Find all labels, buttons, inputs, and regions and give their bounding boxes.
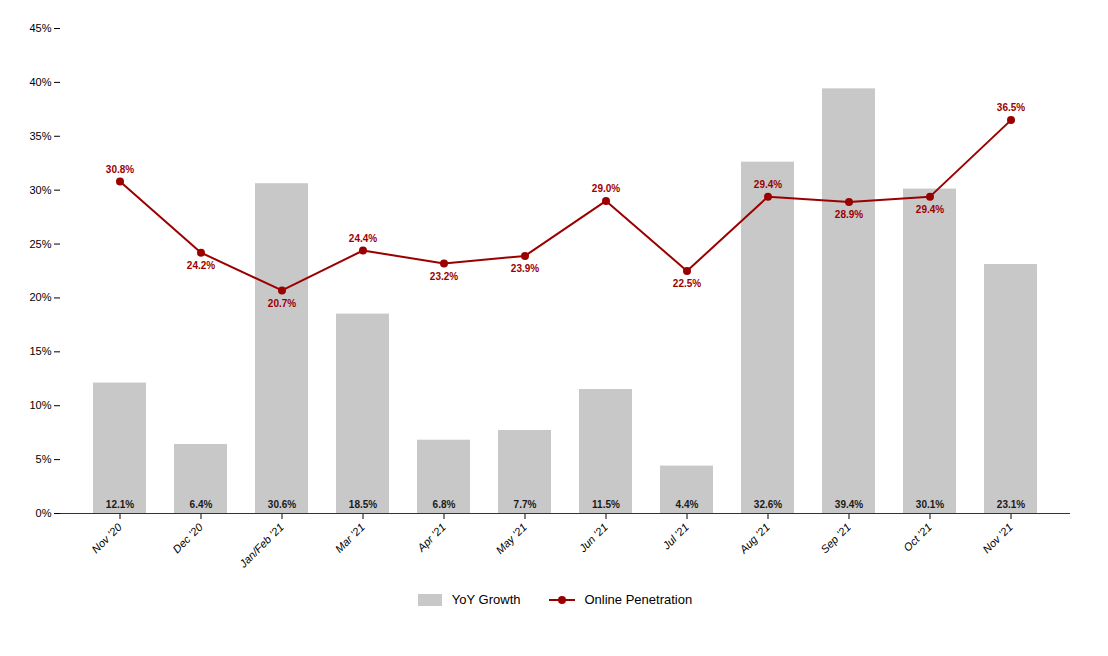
- svg-text:28.9%: 28.9%: [835, 209, 863, 220]
- svg-text:Dec '20: Dec '20: [170, 520, 205, 555]
- svg-text:10%: 10%: [29, 399, 51, 411]
- svg-text:Nov '20: Nov '20: [89, 520, 124, 555]
- svg-text:30.8%: 30.8%: [106, 164, 134, 175]
- svg-text:32.6%: 32.6%: [754, 499, 782, 510]
- svg-text:5%: 5%: [36, 453, 52, 465]
- svg-text:22.5%: 22.5%: [673, 278, 701, 289]
- html-text:Online Penetration: Online Penetration: [584, 592, 693, 607]
- svg-text:May '21: May '21: [493, 521, 528, 556]
- svg-text:Nov '21: Nov '21: [980, 521, 1015, 556]
- svg-text:30.6%: 30.6%: [268, 499, 296, 510]
- svg-text:29.4%: 29.4%: [916, 204, 944, 215]
- svg-text:Sep '21: Sep '21: [818, 521, 853, 556]
- svg-text:20.7%: 20.7%: [268, 298, 296, 309]
- svg-text:29.0%: 29.0%: [592, 183, 620, 194]
- svg-text:4.4%: 4.4%: [676, 499, 699, 510]
- svg-text:24.2%: 24.2%: [187, 260, 215, 271]
- svg-text:25%: 25%: [29, 238, 51, 250]
- svg-text:Oct '21: Oct '21: [901, 521, 934, 554]
- svg-text:23.2%: 23.2%: [430, 271, 458, 282]
- svg-text:6.8%: 6.8%: [433, 499, 456, 510]
- svg-text:6.4%: 6.4%: [190, 499, 213, 510]
- svg-text:40%: 40%: [29, 76, 51, 88]
- svg-text:29.4%: 29.4%: [754, 179, 782, 190]
- svg-text:Jan/Feb '21: Jan/Feb '21: [236, 521, 286, 571]
- svg-text:30.1%: 30.1%: [916, 499, 944, 510]
- svg-text:23.1%: 23.1%: [997, 499, 1025, 510]
- html-text:YoY Growth: YoY Growth: [451, 592, 521, 607]
- svg-text:0%: 0%: [36, 507, 52, 519]
- svg-text:39.4%: 39.4%: [835, 499, 863, 510]
- svg-text:35%: 35%: [29, 130, 51, 142]
- svg-text:30%: 30%: [29, 184, 51, 196]
- svg-text:24.4%: 24.4%: [349, 233, 377, 244]
- svg-text:45%: 45%: [29, 22, 51, 34]
- svg-text:23.9%: 23.9%: [511, 263, 539, 274]
- svg-text:18.5%: 18.5%: [349, 499, 377, 510]
- svg-text:36.5%: 36.5%: [997, 102, 1025, 113]
- svg-text:15%: 15%: [29, 345, 51, 357]
- svg-text:11.5%: 11.5%: [592, 499, 620, 510]
- svg-text:Apr '21: Apr '21: [414, 521, 448, 555]
- svg-text:7.7%: 7.7%: [514, 499, 537, 510]
- svg-text:12.1%: 12.1%: [106, 499, 134, 510]
- svg-text:Jun '21: Jun '21: [576, 521, 610, 555]
- svg-text:Aug '21: Aug '21: [737, 521, 772, 556]
- svg-text:Mar '21: Mar '21: [333, 521, 367, 555]
- svg-text:Jul '21: Jul '21: [659, 521, 690, 552]
- svg-text:20%: 20%: [29, 291, 51, 303]
